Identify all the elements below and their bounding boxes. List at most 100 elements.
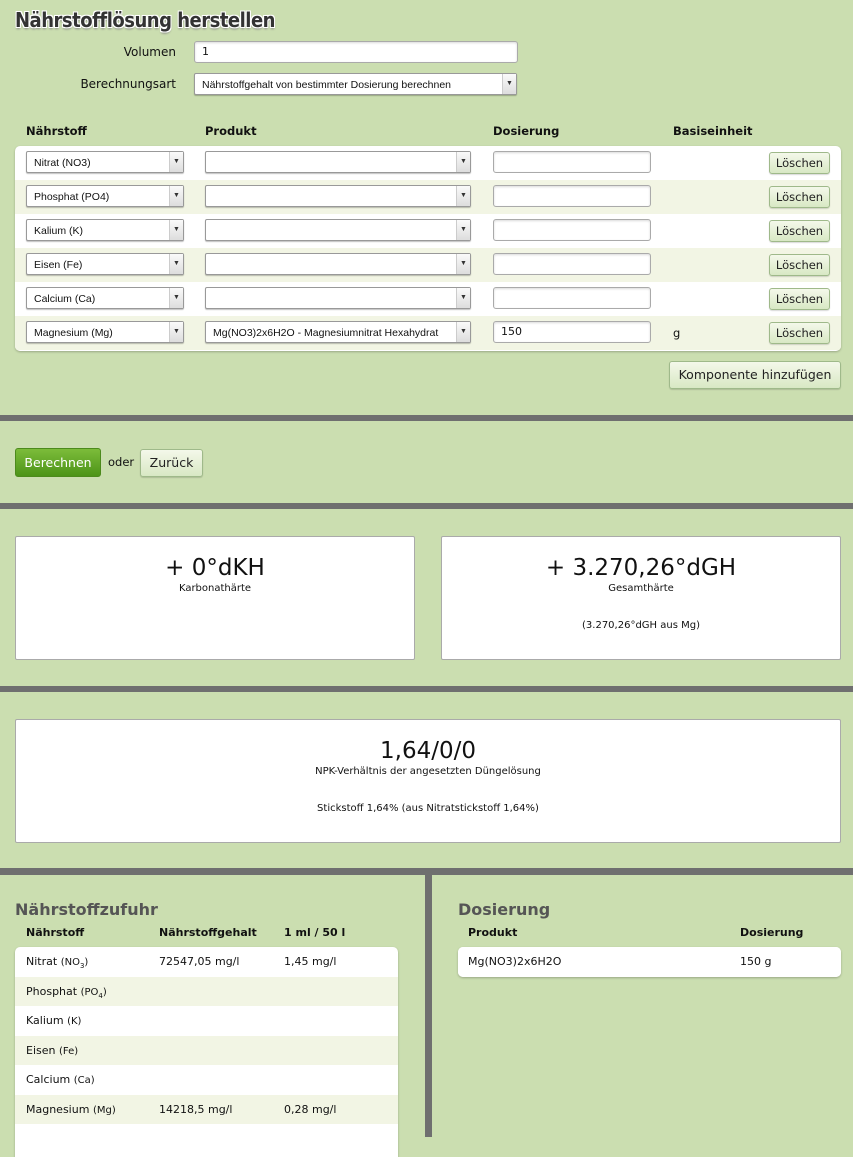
product-select[interactable]: ▼ [205,287,471,309]
delete-button[interactable]: Löschen [769,254,830,276]
chevron-down-icon: ▼ [456,152,470,172]
vertical-divider [425,868,432,1137]
nutrient-name-cell: Calcium (Ca) [26,1073,95,1088]
table-row: Calcium (Ca) [15,1065,398,1095]
nutrient-select-value: Nitrat (NO3) [34,157,91,169]
nutrient-select-value: Eisen (Fe) [34,259,83,271]
component-row: Calcium (Ca) ▼ ▼ Löschen [15,282,841,316]
calculate-button[interactable]: Berechnen [15,448,101,477]
table-row: Eisen (Fe) [15,1035,398,1065]
content-cell: 14218,5 mg/l [159,1102,233,1116]
nutrient-select[interactable]: Calcium (Ca) ▼ [26,287,184,309]
formula-close: ) [84,957,89,968]
nutrient-select[interactable]: Phosphat (PO4) ▼ [26,185,184,207]
table-row: Mg(NO3)2x6H2O 150 g [458,947,841,977]
dose-input[interactable] [493,219,651,241]
kh-value: + 0°dKH [165,555,265,581]
delete-button[interactable]: Löschen [769,186,830,208]
col-header-dose: Dosierung [493,124,560,138]
content-cell: 72547,05 mg/l [159,955,240,968]
back-button[interactable]: Zurück [140,449,203,477]
nutrient-name-cell: Phosphat (PO4) [26,985,107,1000]
mode-label: Berechnungsart [80,77,176,91]
nutrient-select[interactable]: Nitrat (NO3) ▼ [26,151,184,173]
chevron-down-icon: ▼ [169,322,183,342]
delete-button[interactable]: Löschen [769,322,830,344]
base-unit: g [673,326,681,340]
delete-button[interactable]: Löschen [769,288,830,310]
col-header-product: Produkt [205,124,257,138]
nutrient-name-cell: Nitrat (NO3) [26,955,88,970]
per-dose-cell: 1,45 mg/l [284,955,337,968]
supply-header-content: Nährstoffgehalt [159,926,257,939]
nutrient-select-value: Magnesium (Mg) [34,327,113,339]
nutrient-name: Phosphat [26,984,78,998]
nutrient-select[interactable]: Magnesium (Mg) ▼ [26,321,184,343]
product-select[interactable]: ▼ [205,253,471,275]
delete-button[interactable]: Löschen [769,152,830,174]
formula-text: (Ca) [73,1075,95,1086]
chevron-down-icon: ▼ [169,186,183,206]
dose-input[interactable] [493,253,651,275]
nutrient-name-cell: Kalium (K) [26,1014,81,1029]
npk-label: NPK-Verhältnis der angesetzten Düngelösu… [315,766,541,777]
divider [0,503,853,509]
dosage-dose: 150 g [740,955,772,968]
chevron-down-icon: ▼ [502,74,516,94]
product-select[interactable]: ▼ [205,151,471,173]
volume-input[interactable]: 1 [194,41,518,63]
npk-detail: Stickstoff 1,64% (aus Nitratstickstoff 1… [317,803,539,814]
supply-title: Nährstoffzufuhr [15,900,158,919]
dose-input[interactable] [493,151,651,173]
chevron-down-icon: ▼ [456,288,470,308]
chevron-down-icon: ▼ [169,254,183,274]
gh-detail: (3.270,26°dGH aus Mg) [582,620,700,631]
nutrient-name: Kalium [26,1014,64,1027]
nutrient-formula: (PO4) [81,987,107,1000]
formula-subscript: 3 [79,962,85,970]
nutrient-name-cell: Magnesium (Mg) [26,1103,116,1118]
supply-table: Nitrat (NO3) 72547,05 mg/l 1,45 mg/l Phos… [15,947,398,1157]
supply-header-nutrient: Nährstoff [26,926,85,939]
gh-card: + 3.270,26°dGH Gesamthärte (3.270,26°dGH… [441,536,841,660]
nutrient-name: Eisen [26,1043,56,1057]
mode-select[interactable]: Nährstoffgehalt von bestimmter Dosierung… [194,73,517,95]
table-row: Kalium (K) [15,1006,398,1036]
table-row: Magnesium (Mg) 14218,5 mg/l 0,28 mg/l [15,1094,398,1124]
dose-input[interactable] [493,185,651,207]
component-row: Magnesium (Mg) ▼ Mg(NO3)2x6H2O - Magnesiu… [15,316,841,350]
nutrient-select[interactable]: Eisen (Fe) ▼ [26,253,184,275]
product-select[interactable]: ▼ [205,219,471,241]
nutrient-name: Calcium [26,1073,71,1086]
dosage-title: Dosierung [458,900,551,919]
dose-input[interactable] [493,287,651,309]
add-component-button[interactable]: Komponente hinzufügen [669,361,841,389]
or-text: oder [108,455,135,469]
component-row: Phosphat (PO4) ▼ ▼ Löschen [15,180,841,214]
nutrient-name-cell: Eisen (Fe) [26,1044,78,1059]
chevron-down-icon: ▼ [169,288,183,308]
component-row: Eisen (Fe) ▼ ▼ Löschen [15,248,841,282]
gh-value: + 3.270,26°dGH [545,555,737,581]
formula-text: (K) [67,1016,82,1027]
nutrient-select-value: Phosphat (PO4) [34,191,110,203]
nutrient-formula: (NO3) [60,957,89,970]
chevron-down-icon: ▼ [169,152,183,172]
product-select[interactable]: Mg(NO3)2x6H2O - Magnesiumnitrat Hexahydr… [205,321,471,343]
component-row: Nitrat (NO3) ▼ ▼ Löschen [15,146,841,180]
volume-label: Volumen [123,45,176,59]
supply-header-per: 1 ml / 50 l [284,926,346,939]
npk-value: 1,64/0/0 [380,738,476,764]
page-title: Nährstofflösung herstellen [15,8,275,32]
table-row [15,1124,398,1154]
product-select[interactable]: ▼ [205,185,471,207]
nutrient-formula: (Fe) [59,1046,78,1057]
kh-card: + 0°dKH Karbonathärte [15,536,415,660]
dose-input[interactable]: 150 [493,321,651,343]
delete-button[interactable]: Löschen [769,220,830,242]
nutrient-name: Nitrat [26,955,58,968]
formula-text: (NO [60,957,80,968]
kh-label: Karbonathärte [178,583,252,594]
nutrient-select[interactable]: Kalium (K) ▼ [26,219,184,241]
chevron-down-icon: ▼ [456,186,470,206]
